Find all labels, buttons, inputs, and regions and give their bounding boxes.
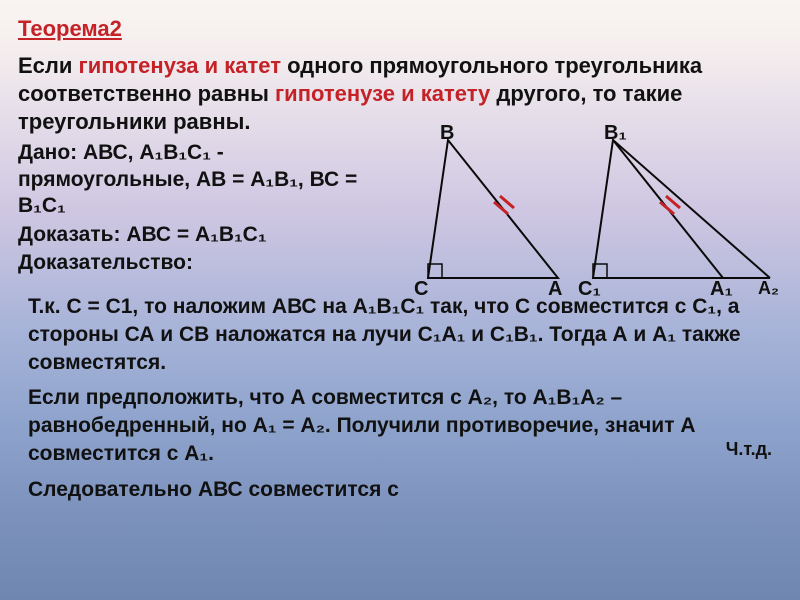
triangle-abc: [428, 140, 558, 278]
theorem-title: Теорема2: [18, 16, 782, 42]
proof-p2-text: Если предположить, что А совместится с А…: [28, 386, 696, 464]
figure: В С А В₁ С₁ А₁ А₂: [398, 128, 788, 318]
label-A: А: [548, 278, 562, 301]
qed: Ч.т.д.: [726, 438, 772, 462]
proof-cut: Следовательно АВС совместится с: [28, 476, 772, 504]
proof-p2: Если предположить, что А совместится с А…: [28, 384, 772, 467]
theorem-statement: Если гипотенуза и катет одного прямоугол…: [18, 52, 782, 136]
triangle-a1b1c1: [593, 140, 723, 278]
label-A1: А₁: [710, 278, 733, 301]
stmt-red: гипотенуза и катет: [79, 53, 281, 78]
stmt-red: гипотенузе и катету: [275, 81, 490, 106]
given-text: Дано: АВС, А₁В₁С₁ - прямоугольные, АВ = …: [18, 141, 357, 217]
label-C1: С₁: [578, 278, 601, 301]
given-block: Дано: АВС, А₁В₁С₁ - прямоугольные, АВ = …: [18, 140, 388, 219]
stmt-part: Если: [18, 53, 79, 78]
label-A2: А₂: [758, 278, 779, 299]
label-B: В: [440, 122, 454, 145]
label-C: С: [414, 278, 428, 301]
label-B1: В₁: [604, 122, 627, 145]
proof-body: Т.к. С = С1, то наложим АВС на А₁В₁С₁ та…: [18, 293, 782, 503]
